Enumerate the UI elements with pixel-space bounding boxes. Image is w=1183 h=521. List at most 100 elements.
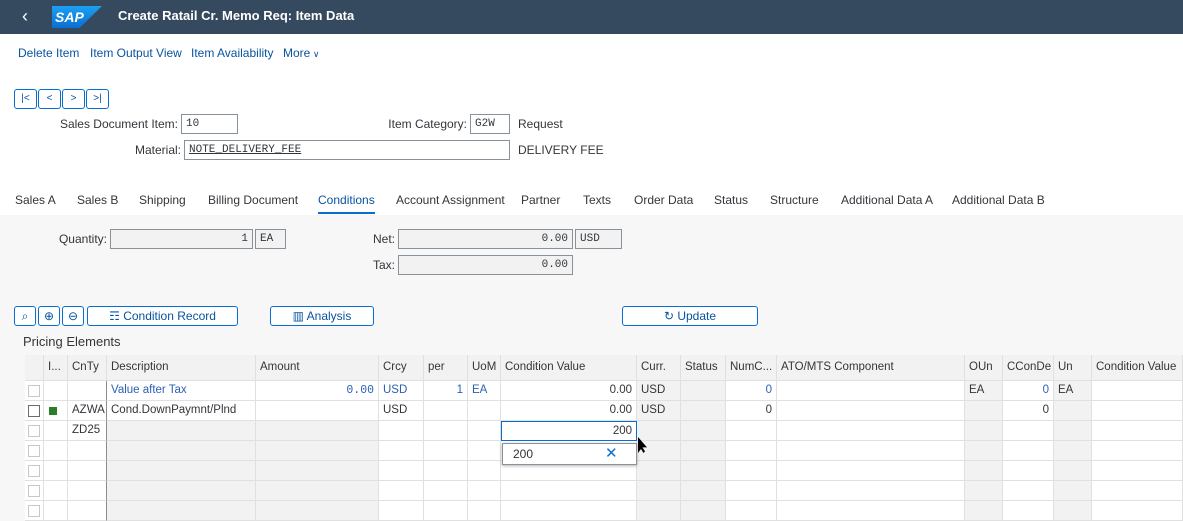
table-cell[interactable] (256, 461, 379, 481)
table-cell[interactable] (379, 421, 424, 441)
checkbox[interactable] (28, 505, 40, 517)
table-cell[interactable] (68, 381, 107, 401)
table-cell[interactable] (681, 381, 726, 401)
checkbox[interactable] (28, 405, 40, 417)
table-cell[interactable] (965, 401, 1003, 421)
table-cell[interactable] (424, 461, 468, 481)
table-cell[interactable] (1003, 421, 1054, 441)
table-cell[interactable] (68, 501, 107, 521)
table-cell[interactable] (256, 501, 379, 521)
table-cell[interactable] (1003, 441, 1054, 461)
tab[interactable]: Additional Data B (952, 192, 1045, 214)
table-cell[interactable]: Cond.DownPaymnt/Plnd (107, 401, 256, 421)
table-cell[interactable]: EA (1054, 381, 1092, 401)
table-cell[interactable] (468, 481, 501, 501)
table-cell[interactable] (424, 441, 468, 461)
table-cell[interactable] (681, 501, 726, 521)
table-cell[interactable] (637, 501, 681, 521)
table-cell[interactable]: 0 (726, 381, 777, 401)
table-cell[interactable] (1054, 401, 1092, 421)
toolbar-link[interactable]: Item Availability (191, 45, 273, 61)
tab[interactable]: Structure (770, 192, 819, 214)
tab[interactable]: Sales A (15, 192, 56, 214)
table-cell[interactable]: 0 (1003, 401, 1054, 421)
checkbox[interactable] (28, 425, 40, 437)
table-cell[interactable] (107, 421, 256, 441)
clear-button[interactable]: ✕ (605, 443, 619, 465)
tab[interactable]: Conditions (318, 192, 375, 214)
table-cell[interactable] (379, 501, 424, 521)
table-cell[interactable] (44, 381, 68, 401)
input[interactable]: NOTE_DELIVERY_FEE (184, 140, 510, 160)
table-cell[interactable] (44, 501, 68, 521)
table-cell[interactable]: 0 (1003, 381, 1054, 401)
table-cell[interactable]: 1 (424, 381, 468, 401)
table-cell[interactable] (44, 441, 68, 461)
table-cell[interactable]: 200 (501, 421, 637, 441)
table-cell[interactable] (1003, 461, 1054, 481)
table-cell[interactable] (965, 461, 1003, 481)
table-cell[interactable]: EA (965, 381, 1003, 401)
icon-button[interactable]: ⊖ (62, 306, 84, 326)
table-cell[interactable] (424, 481, 468, 501)
tab[interactable]: Account Assignment (396, 192, 505, 214)
tab[interactable]: Texts (583, 192, 611, 214)
table-cell[interactable] (726, 441, 777, 461)
tab[interactable]: Additional Data A (841, 192, 933, 214)
input[interactable]: 10 (181, 114, 238, 134)
table-cell[interactable] (68, 481, 107, 501)
table-cell[interactable] (777, 441, 965, 461)
nav-button[interactable]: >| (86, 89, 109, 109)
table-cell[interactable]: 0.00 (256, 381, 379, 401)
table-cell[interactable] (379, 481, 424, 501)
table-cell[interactable] (965, 481, 1003, 501)
suggestion-item[interactable]: 200 (513, 443, 533, 465)
tab[interactable]: Sales B (77, 192, 118, 214)
table-cell[interactable] (637, 421, 681, 441)
table-cell[interactable] (379, 461, 424, 481)
table-cell[interactable] (681, 401, 726, 421)
table-cell[interactable] (1092, 401, 1183, 421)
table-cell[interactable] (681, 421, 726, 441)
table-cell[interactable] (1092, 481, 1183, 501)
table-cell[interactable]: ZD25 (68, 421, 107, 441)
table-cell[interactable] (965, 441, 1003, 461)
button[interactable]: ☶ Condition Record (87, 306, 238, 326)
toolbar-link[interactable]: Item Output View (90, 45, 182, 61)
table-cell[interactable] (501, 501, 637, 521)
table-cell[interactable] (681, 461, 726, 481)
table-cell[interactable] (777, 401, 965, 421)
table-cell[interactable] (256, 481, 379, 501)
table-cell[interactable]: USD (637, 381, 681, 401)
table-cell[interactable]: Value after Tax (107, 381, 256, 401)
table-cell[interactable] (1054, 421, 1092, 441)
tab[interactable]: Partner (521, 192, 560, 214)
table-cell[interactable] (965, 421, 1003, 441)
table-cell[interactable] (501, 481, 637, 501)
table-cell[interactable] (777, 501, 965, 521)
table-cell[interactable] (1092, 381, 1183, 401)
checkbox[interactable] (28, 485, 40, 497)
table-cell[interactable] (68, 441, 107, 461)
toolbar-link[interactable]: More ∨ (283, 45, 319, 61)
table-cell[interactable] (424, 501, 468, 521)
table-cell[interactable] (637, 481, 681, 501)
checkbox[interactable] (28, 445, 40, 457)
tab[interactable]: Status (714, 192, 748, 214)
table-cell[interactable] (1092, 421, 1183, 441)
nav-button[interactable]: > (62, 89, 85, 109)
table-cell[interactable]: USD (379, 381, 424, 401)
tab[interactable]: Shipping (139, 192, 186, 214)
table-cell[interactable] (107, 441, 256, 461)
table-cell[interactable]: 0.00 (501, 381, 637, 401)
table-cell[interactable] (107, 501, 256, 521)
input[interactable]: G2W (470, 114, 510, 134)
table-cell[interactable]: 0.00 (501, 401, 637, 421)
table-cell[interactable] (1003, 481, 1054, 501)
table-cell[interactable] (379, 441, 424, 461)
table-cell[interactable] (1054, 461, 1092, 481)
table-cell[interactable] (681, 481, 726, 501)
table-cell[interactable] (777, 381, 965, 401)
tab[interactable]: Order Data (634, 192, 693, 214)
checkbox[interactable] (28, 465, 40, 477)
